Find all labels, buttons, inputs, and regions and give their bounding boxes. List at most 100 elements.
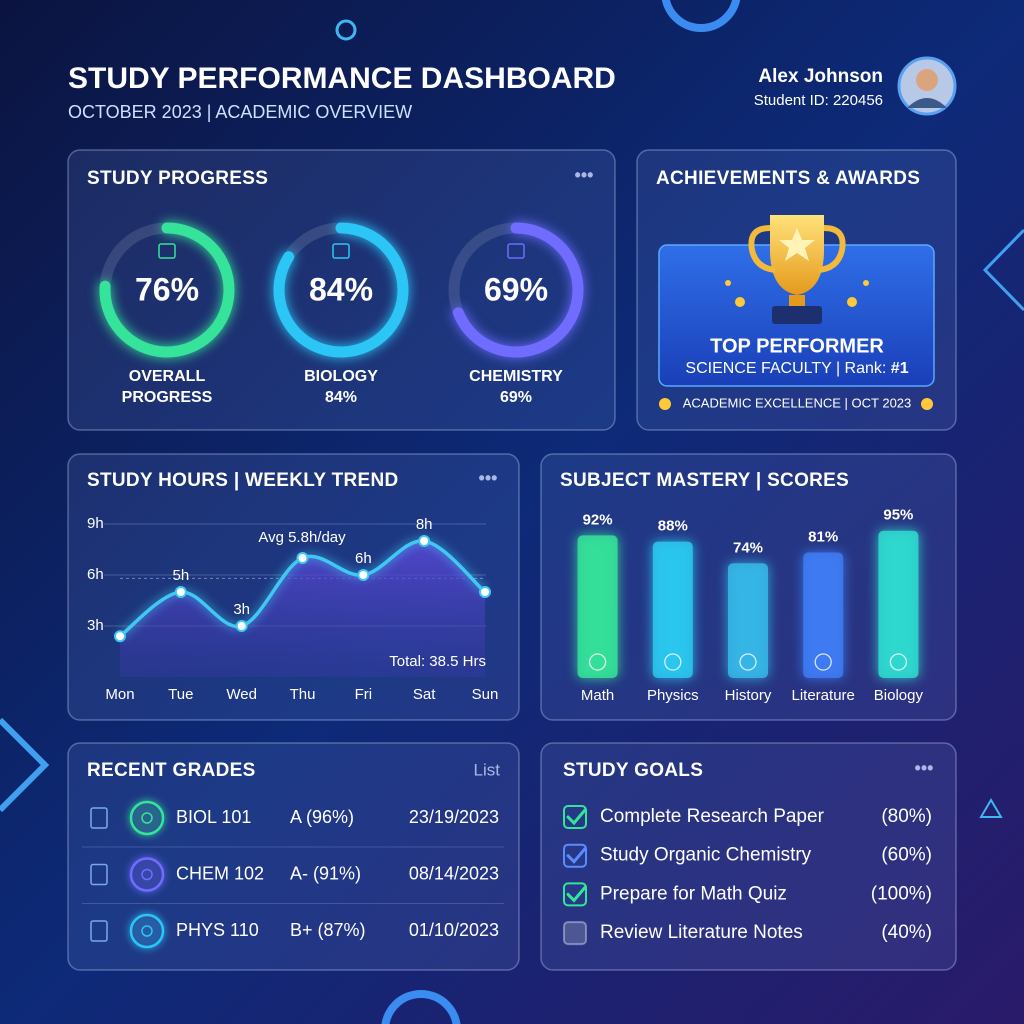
course: PHYS 110 — [176, 920, 259, 940]
goal-progress: (60%) — [881, 845, 932, 866]
checkbox[interactable] — [563, 882, 587, 907]
goal-text: Review Literature Notes — [600, 922, 803, 943]
award-footer: ACADEMIC EXCELLENCE | OCT 2023 — [683, 395, 912, 410]
decor-ring — [661, 0, 741, 32]
gauge-sub-value: 84% — [325, 389, 357, 406]
y-tick-label: 6h — [87, 566, 104, 583]
rank: #1 — [891, 360, 909, 377]
bar — [803, 552, 844, 678]
menu-dots[interactable]: ••• — [479, 468, 498, 488]
x-tick-label: Fri — [355, 686, 373, 703]
line-point — [357, 569, 370, 581]
panel-title: STUDY GOALS — [563, 760, 703, 781]
goal-text: Study Organic Chemistry — [600, 845, 812, 866]
bar-icon — [664, 653, 682, 671]
line-point — [479, 586, 491, 598]
gauge-arc — [452, 222, 584, 358]
user-name: Alex Johnson — [758, 66, 883, 87]
line-point — [418, 535, 431, 547]
star — [847, 297, 857, 307]
checkbox[interactable] — [563, 921, 587, 946]
gauge-label-line: PROGRESS — [122, 389, 213, 406]
data-label: 74% — [733, 539, 763, 556]
gauge-icon — [507, 243, 525, 259]
star — [863, 280, 869, 286]
avatar-face — [916, 69, 938, 91]
goal-progress: (100%) — [871, 883, 932, 904]
goal-text: Prepare for Math Quiz — [600, 883, 787, 904]
x-tick-label: Mon — [105, 686, 134, 703]
data-label: 5h — [172, 567, 189, 584]
date: 08/14/2023 — [409, 863, 499, 883]
gauge-sub-value: 69% — [500, 389, 532, 406]
line-point — [296, 552, 309, 564]
bar-icon — [889, 653, 908, 671]
bar — [878, 530, 919, 678]
decor-chevron — [0, 717, 50, 813]
star — [659, 398, 671, 410]
data-label: 8h — [416, 516, 433, 533]
y-tick-label: 9h — [87, 515, 104, 532]
panel-title: SUBJECT MASTERY | SCORES — [560, 470, 849, 491]
star — [735, 297, 745, 307]
gauge-value: 76% — [135, 271, 199, 307]
x-tick-label: Physics — [647, 687, 699, 704]
gauge-label-line: OVERALL — [129, 368, 206, 385]
subject-glyph — [141, 812, 153, 824]
x-tick-label: Sun — [472, 686, 499, 703]
gauge-icon — [332, 243, 350, 259]
checkbox[interactable] — [563, 805, 587, 829]
bar — [652, 541, 693, 678]
decor-chevron — [982, 228, 1024, 312]
panel-title: STUDY PROGRESS — [87, 168, 268, 189]
gauge-value: 84% — [309, 271, 373, 307]
checkbox[interactable] — [563, 843, 587, 868]
panel-title: RECENT GRADES — [87, 760, 256, 781]
menu-dots[interactable]: ••• — [575, 165, 594, 185]
trophy-handle — [818, 225, 846, 273]
checkmark — [566, 885, 587, 903]
x-tick-label: Sat — [413, 686, 436, 703]
gauge-arc — [99, 222, 235, 358]
subject-glyph — [141, 868, 153, 881]
data-label: 92% — [583, 511, 613, 528]
trophy-stem — [789, 295, 805, 307]
list-link[interactable]: List — [474, 760, 501, 779]
page-title: STUDY PERFORMANCE DASHBOARD — [68, 62, 616, 95]
checkmark — [566, 847, 587, 864]
decor-triangle — [979, 798, 1003, 818]
trophy-cup — [770, 215, 824, 295]
avatar[interactable] — [897, 56, 957, 116]
gauge-arc — [273, 222, 409, 358]
avatar-body — [907, 98, 947, 108]
x-tick-label: Wed — [226, 686, 257, 703]
subject-icon — [129, 857, 165, 892]
x-tick-label: Tue — [168, 686, 193, 703]
goal-progress: (40%) — [881, 922, 932, 943]
panel-title: STUDY HOURS | WEEKLY TREND — [87, 470, 399, 491]
grade: A (96%) — [290, 807, 354, 827]
page-subtitle: OCTOBER 2023 | ACADEMIC OVERVIEW — [68, 102, 412, 122]
x-tick-label: Math — [581, 687, 614, 704]
goal-text: Complete Research Paper — [600, 806, 825, 827]
bar — [728, 563, 768, 678]
award-stars — [725, 280, 869, 307]
data-label: 95% — [883, 507, 913, 524]
star — [921, 398, 933, 410]
doc-icon — [90, 920, 108, 942]
data-label: 3h — [233, 601, 250, 618]
data-label: 6h — [355, 550, 372, 567]
x-tick-label: Thu — [290, 686, 316, 703]
award-name: TOP PERFORMER — [710, 335, 884, 357]
x-tick-label: Biology — [874, 687, 924, 704]
total-label: Total: 38.5 Hrs — [389, 653, 486, 670]
trophy — [748, 215, 846, 324]
bar — [577, 535, 618, 678]
bar-icon — [814, 653, 832, 671]
menu-dots[interactable]: ••• — [915, 758, 934, 778]
trophy-star — [779, 228, 815, 261]
doc-icon — [90, 807, 108, 829]
bar-icon — [588, 653, 607, 671]
data-label: 88% — [658, 518, 688, 535]
